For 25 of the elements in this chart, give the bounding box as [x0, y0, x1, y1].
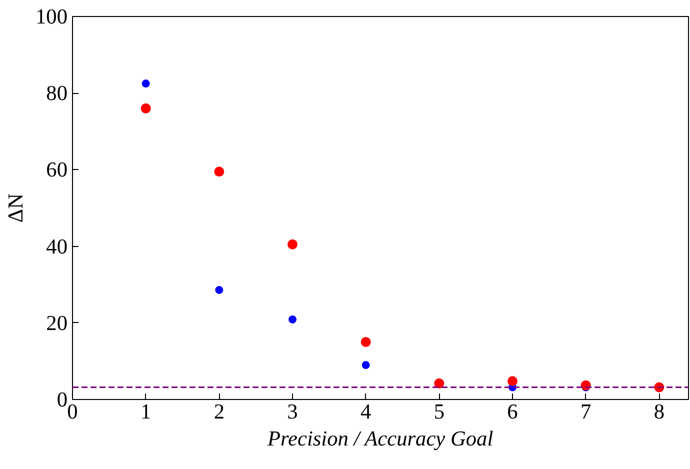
point — [288, 239, 298, 250]
x-tick-label: 5 — [434, 400, 445, 424]
x-tick-label: 3 — [287, 400, 298, 424]
x-tick-label: 2 — [214, 400, 225, 424]
point — [362, 361, 370, 370]
y-tick-label: 60 — [46, 158, 68, 182]
point — [214, 166, 224, 177]
y-tick-label: 40 — [46, 234, 68, 258]
point — [288, 315, 296, 324]
point — [508, 376, 518, 386]
y-tick-label: 80 — [46, 81, 68, 106]
x-tick-label: 6 — [507, 400, 518, 424]
point — [360, 337, 371, 348]
x-tick-label: 8 — [654, 400, 665, 424]
point — [140, 103, 151, 114]
y-axis-title: ΔN — [4, 193, 28, 223]
y-tick-label: 20 — [46, 310, 68, 335]
x-tick-label: 4 — [360, 400, 372, 424]
y-tick-label: 100 — [36, 4, 68, 28]
x-tick-label: 7 — [580, 400, 592, 424]
point — [142, 80, 150, 88]
x-axis-title: Precision / Accuracy Goal — [266, 426, 494, 450]
point — [434, 378, 444, 388]
point — [215, 286, 224, 294]
x-tick-label: 1 — [140, 400, 152, 424]
